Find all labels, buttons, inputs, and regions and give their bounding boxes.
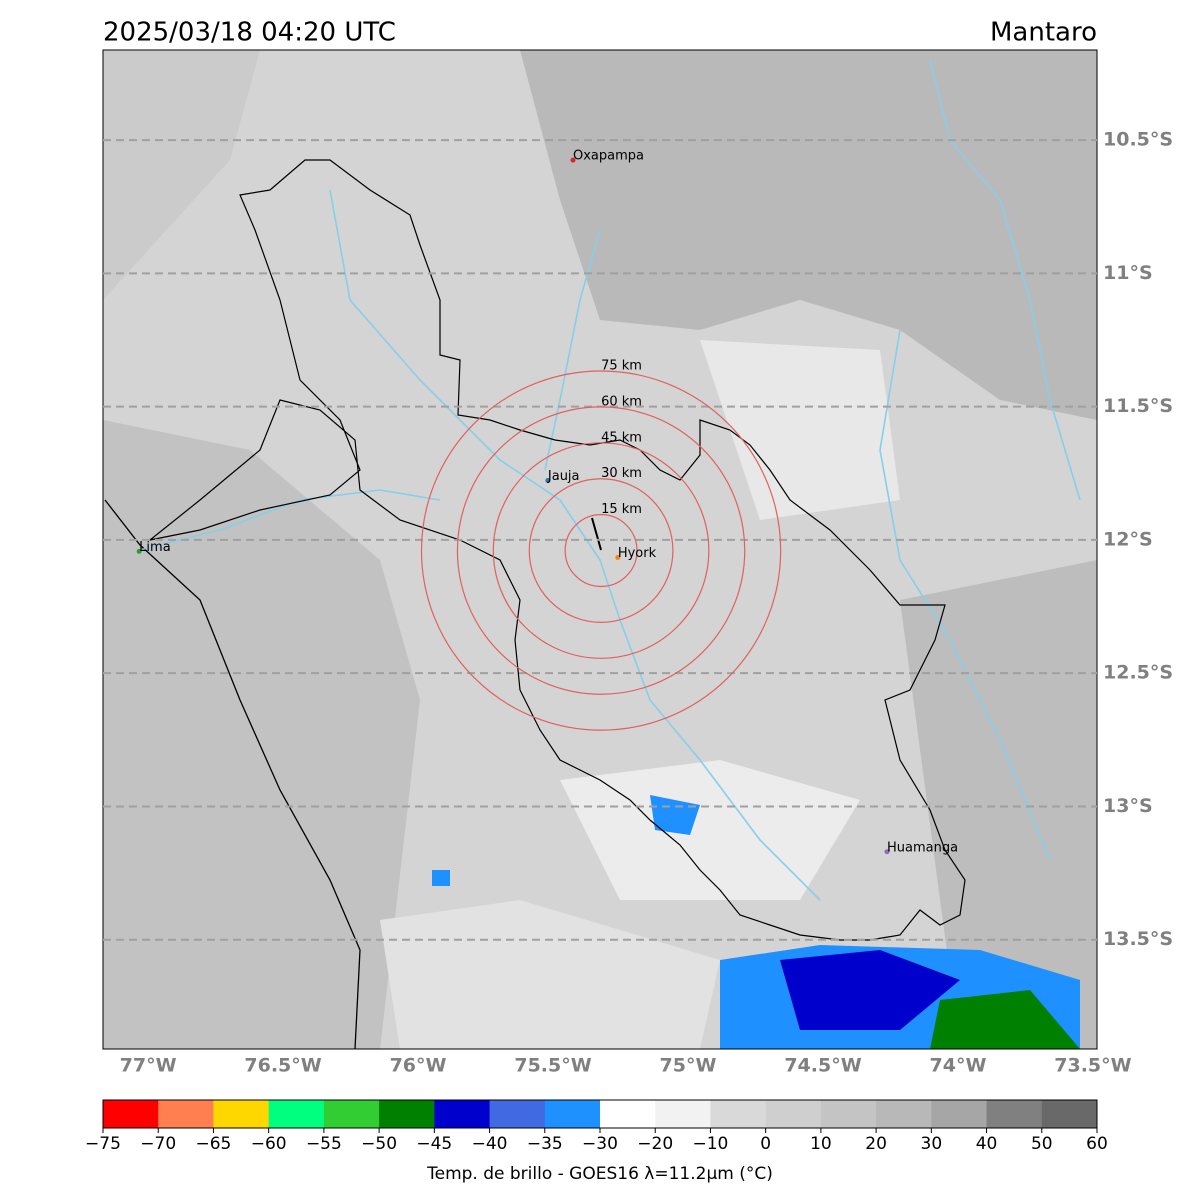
colorbar-segment <box>710 1100 767 1128</box>
colorbar-tick-label: −40 <box>472 1134 508 1154</box>
city-marker <box>545 477 551 483</box>
colorbar-tick-label: 60 <box>1086 1134 1108 1154</box>
colorbar-tick-label: −60 <box>251 1134 287 1154</box>
lat-label: 11.5°S <box>1103 395 1173 417</box>
colorbar-tick-label: −20 <box>637 1134 673 1154</box>
lon-label: 75.5°W <box>514 1055 591 1077</box>
lat-label: 13.5°S <box>1103 928 1173 950</box>
colorbar-segment <box>323 1100 380 1128</box>
ring-label: 45 km <box>601 430 642 445</box>
colorbar-tick-label: −30 <box>582 1134 618 1154</box>
title: 2025/03/18 04:20 UTC <box>103 18 396 48</box>
map-frame <box>102 49 1098 1050</box>
lat-label: 10.5°S <box>1103 129 1173 151</box>
colorbar-segment <box>434 1100 491 1128</box>
colorbar-segment <box>103 1100 159 1128</box>
colorbar-tick-label: −50 <box>361 1134 397 1154</box>
city-label: Lima <box>139 540 170 555</box>
colorbar-tick-label: 10 <box>810 1134 832 1154</box>
colorbar-tick-label: 50 <box>1031 1134 1053 1154</box>
colorbar-tick-label: −55 <box>306 1134 342 1154</box>
range-ring <box>456 406 746 695</box>
lon-label: 75°W <box>660 1055 717 1077</box>
colorbar-tick-label: −35 <box>527 1134 563 1154</box>
lon-label: 74.5°W <box>784 1055 861 1077</box>
lon-label: 76°W <box>390 1055 447 1077</box>
city-marker <box>570 157 576 163</box>
city-marker <box>884 849 890 855</box>
colorbar-segment <box>600 1100 656 1128</box>
lat-label: 13°S <box>1103 795 1153 817</box>
colorbar-segment <box>986 1100 1043 1128</box>
colorbar-segment <box>158 1100 214 1128</box>
colorbar-segment <box>655 1100 711 1128</box>
lon-label: 73.5°W <box>1054 1055 1131 1077</box>
city-label: Jauja <box>547 469 580 484</box>
city-label: Hyork <box>618 546 657 561</box>
colorbar-tick-label: 30 <box>921 1134 943 1154</box>
range-ring <box>492 442 710 659</box>
lon-label: 77°W <box>120 1055 177 1077</box>
colorbar-tick-label: −75 <box>85 1134 121 1154</box>
colorbar-segment <box>820 1100 877 1128</box>
colorbar-tick-label: −45 <box>416 1134 452 1154</box>
lat-label: 11°S <box>1103 262 1153 284</box>
lat-label: 12.5°S <box>1103 662 1173 684</box>
colorbar-segment <box>931 1100 988 1128</box>
colorbar-segment <box>268 1100 325 1128</box>
city-label: Huamanga <box>887 840 958 855</box>
lat-label: 12°S <box>1103 528 1153 550</box>
ring-label: 75 km <box>601 358 642 373</box>
colorbar-label: Temp. de brillo - GOES16 λ=11.2μm (°C) <box>426 1164 773 1184</box>
colorbar-tick-label: 20 <box>865 1134 887 1154</box>
ring-label: 30 km <box>601 466 642 481</box>
colorbar-tick-label: 0 <box>760 1134 771 1154</box>
lon-label: 76.5°W <box>244 1055 321 1077</box>
colorbar-tick-label: −65 <box>195 1134 231 1154</box>
colorbar-segment <box>544 1100 601 1128</box>
colorbar-segment <box>489 1100 546 1128</box>
region-name: Mantaro <box>990 18 1097 48</box>
range-ring <box>564 514 638 588</box>
colorbar-tick-label: −10 <box>692 1134 728 1154</box>
colorbar-segment <box>379 1100 435 1128</box>
city-marker <box>136 548 142 554</box>
city-label: Oxapampa <box>573 149 644 164</box>
colorbar-segment <box>765 1100 822 1128</box>
satellite-image <box>103 50 1097 1049</box>
ring-label: 15 km <box>601 502 642 517</box>
ring-label: 60 km <box>601 394 642 409</box>
city-marker <box>615 554 621 560</box>
range-ring <box>420 370 782 731</box>
lon-label: 74°W <box>930 1055 987 1077</box>
colorbar-segment <box>1041 1100 1098 1128</box>
colorbar-tick-label: 40 <box>976 1134 998 1154</box>
colorbar-tick-label: −70 <box>140 1134 176 1154</box>
range-ring <box>528 478 674 623</box>
colorbar-segment <box>876 1100 932 1128</box>
colorbar-segment <box>213 1100 270 1128</box>
